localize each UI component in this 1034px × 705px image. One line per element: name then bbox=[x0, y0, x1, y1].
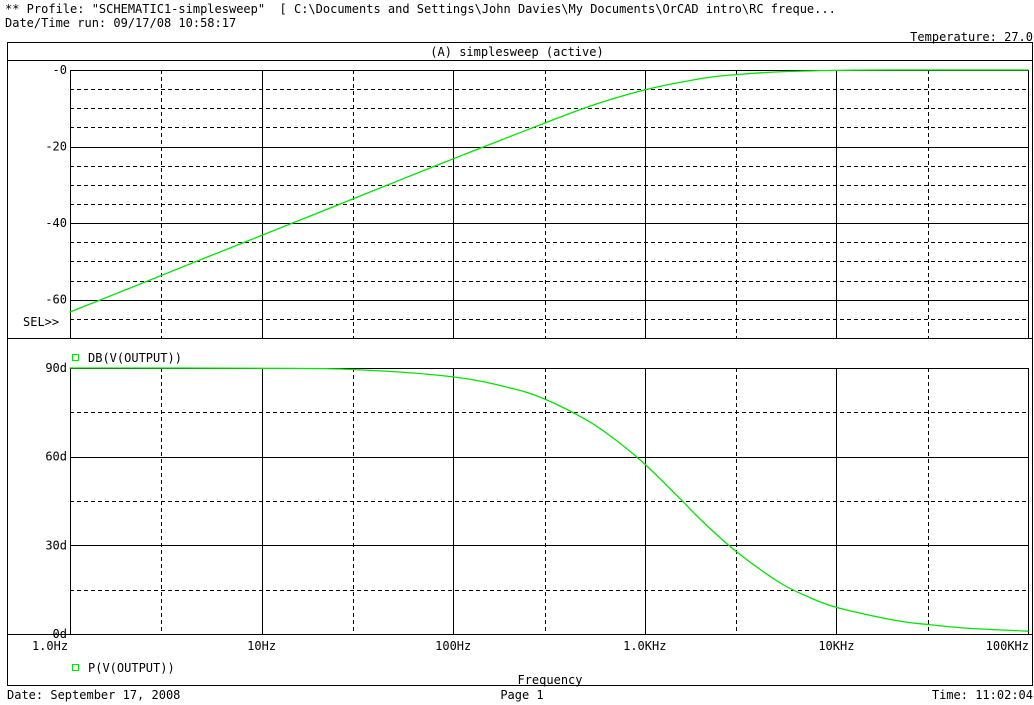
phase-plot-area[interactable]: 90d 60d 30d 0d1.0Hz 10Hz 100Hz 1.0KHz 10KHz 100K… bbox=[7, 361, 1032, 653]
data-point bbox=[203, 257, 205, 259]
data-point bbox=[835, 606, 838, 609]
data-point bbox=[452, 376, 454, 378]
x-tick-label: 1.0KHz bbox=[623, 639, 666, 653]
data-point bbox=[969, 69, 971, 71]
trace-db-v-output[interactable] bbox=[69, 69, 1028, 313]
data-point bbox=[835, 69, 838, 71]
plot-border bbox=[7, 42, 1033, 686]
data-point bbox=[452, 158, 454, 160]
data-point bbox=[778, 71, 780, 73]
y-tick-label: -40 bbox=[45, 216, 67, 230]
data-point bbox=[69, 311, 71, 313]
data-point bbox=[510, 387, 512, 389]
data-point bbox=[806, 595, 808, 597]
x-tick-label: 10Hz bbox=[247, 639, 276, 653]
legend-phase-marker bbox=[72, 664, 79, 671]
data-point bbox=[261, 234, 263, 236]
sel-marker[interactable]: SEL>> bbox=[23, 315, 60, 329]
x-tick-label: 100Hz bbox=[435, 639, 471, 653]
data-point bbox=[644, 89, 646, 91]
data-point bbox=[1027, 630, 1029, 632]
datetime-run: Date/Time run: 09/17/08 10:58:17 bbox=[5, 16, 237, 30]
y-tick-label: -20 bbox=[45, 140, 67, 154]
data-point bbox=[586, 419, 588, 421]
data-point bbox=[735, 550, 737, 553]
data-point bbox=[893, 69, 895, 71]
trace-p-v-output[interactable] bbox=[69, 367, 1029, 632]
data-point bbox=[969, 627, 971, 630]
db-plot-area[interactable]: -0 -20 -40 -60 bbox=[7, 63, 1032, 339]
temperature: Temperature: 27.0 bbox=[910, 30, 1033, 44]
data-point bbox=[927, 623, 929, 626]
data-point bbox=[127, 288, 129, 290]
legend-phase[interactable]: P(V(OUTPUT)) bbox=[72, 657, 175, 675]
y-tick-label: 0d bbox=[53, 627, 67, 641]
data-point bbox=[394, 181, 397, 183]
data-point bbox=[544, 398, 546, 400]
data-point bbox=[586, 106, 588, 108]
legend-db-label: DB(V(OUTPUT)) bbox=[88, 351, 182, 365]
y-tick-label: 60d bbox=[45, 450, 67, 464]
data-point bbox=[644, 463, 646, 465]
data-point bbox=[701, 77, 704, 79]
y-tick-label: -0 bbox=[53, 63, 67, 77]
data-point bbox=[614, 438, 616, 441]
legend-phase-label: P(V(OUTPUT)) bbox=[88, 661, 175, 675]
x-tick-label: 1.0Hz bbox=[32, 639, 68, 653]
plot-title: (A) simplesweep (active) bbox=[430, 45, 604, 59]
legend-db-marker bbox=[72, 354, 79, 361]
data-point bbox=[735, 74, 737, 76]
data-point bbox=[261, 367, 263, 369]
footer-time: Time: 11:02:04 bbox=[931, 688, 1033, 702]
x-axis-label: Frequency bbox=[517, 673, 583, 687]
profile-line: ** Profile: "SCHEMATIC1-simplesweep" [ C… bbox=[5, 2, 836, 16]
y-tick-label: 30d bbox=[45, 538, 67, 552]
data-point bbox=[893, 619, 895, 621]
data-point bbox=[701, 520, 704, 523]
footer-page: Page 1 bbox=[500, 688, 544, 702]
x-tick-label: 100KHz bbox=[986, 639, 1029, 653]
data-point bbox=[318, 211, 320, 213]
x-tick-label: 10KHz bbox=[818, 639, 854, 653]
data-point bbox=[69, 367, 71, 369]
data-point bbox=[677, 496, 680, 498]
y-tick-label: -60 bbox=[45, 293, 67, 307]
footer-date: Date: September 17, 2008 bbox=[7, 688, 181, 702]
data-point bbox=[778, 581, 780, 583]
data-point bbox=[1027, 69, 1029, 71]
data-point bbox=[510, 135, 512, 137]
data-point bbox=[352, 368, 354, 371]
legend-db[interactable]: DB(V(OUTPUT)) bbox=[72, 347, 182, 365]
y-tick-label: 90d bbox=[45, 361, 67, 375]
